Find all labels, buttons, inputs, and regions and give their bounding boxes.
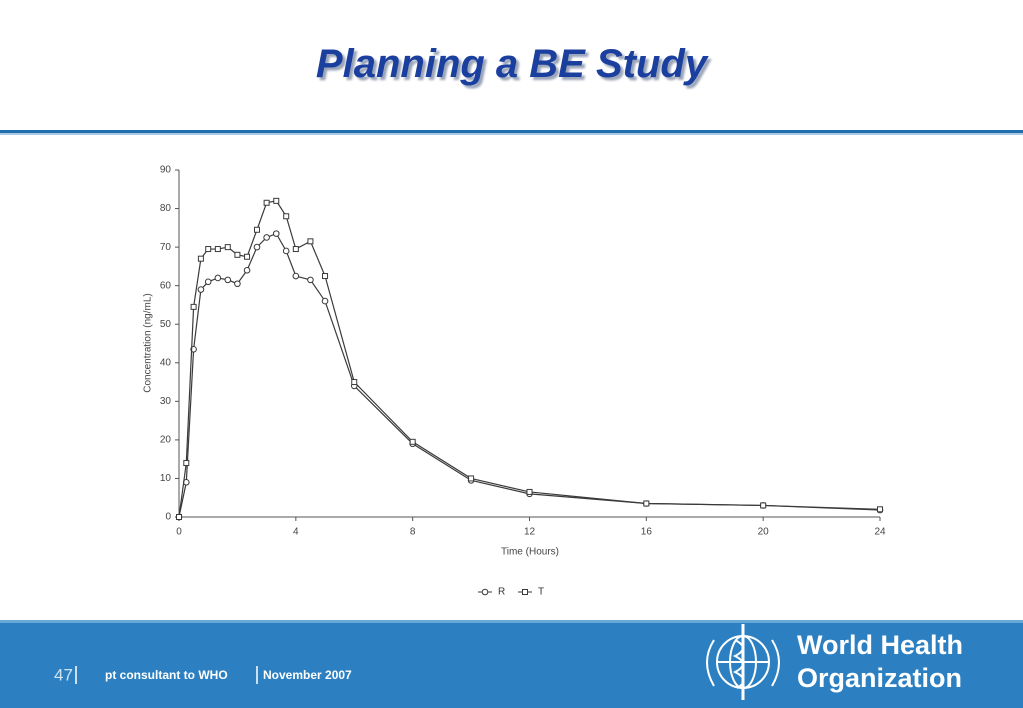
y-tick-label: 50 bbox=[160, 319, 172, 330]
data-point bbox=[244, 253, 251, 260]
y-tick-label: 0 bbox=[165, 512, 171, 523]
logo-text: World Health bbox=[797, 630, 963, 660]
data-point bbox=[307, 276, 314, 284]
data-point bbox=[176, 514, 182, 520]
data-point bbox=[760, 502, 767, 509]
data-point bbox=[253, 243, 261, 251]
data-point bbox=[224, 276, 232, 284]
data-point bbox=[526, 488, 533, 495]
x-tick-label: 20 bbox=[758, 527, 770, 538]
data-point bbox=[253, 226, 260, 233]
data-point bbox=[234, 251, 241, 258]
data-point bbox=[292, 272, 300, 280]
data-point bbox=[183, 460, 190, 467]
data-point bbox=[282, 247, 290, 255]
x-tick-label: 0 bbox=[176, 527, 182, 538]
x-tick-label: 4 bbox=[293, 527, 299, 538]
slide-title: Planning a BE Study bbox=[315, 42, 708, 86]
title-rule-light bbox=[0, 133, 1023, 135]
page-number: 47 bbox=[54, 665, 73, 684]
legend-marker bbox=[522, 589, 528, 595]
logo-text: Organization bbox=[797, 663, 962, 693]
data-point bbox=[190, 303, 197, 310]
data-point bbox=[214, 274, 222, 282]
data-point bbox=[204, 278, 212, 286]
footer-author: pt consultant to WHO bbox=[105, 668, 228, 682]
data-point bbox=[234, 280, 241, 288]
data-point bbox=[243, 266, 251, 274]
data-point bbox=[224, 244, 231, 251]
data-point bbox=[263, 234, 270, 241]
data-point bbox=[409, 438, 416, 445]
y-axis-label: Concentration (ng/mL) bbox=[143, 293, 154, 393]
legend-label: T bbox=[538, 587, 544, 598]
footer-band bbox=[0, 620, 1023, 708]
y-tick-label: 70 bbox=[160, 242, 172, 253]
y-tick-label: 40 bbox=[160, 357, 172, 368]
title-rule bbox=[0, 130, 1023, 133]
y-tick-label: 20 bbox=[160, 435, 172, 446]
data-point bbox=[321, 297, 329, 305]
x-tick-label: 12 bbox=[524, 527, 536, 538]
y-tick-label: 90 bbox=[160, 165, 172, 176]
data-point bbox=[214, 246, 221, 253]
legend-marker bbox=[481, 588, 489, 596]
data-point bbox=[351, 379, 358, 386]
data-point bbox=[292, 246, 299, 253]
y-tick-label: 30 bbox=[160, 396, 172, 407]
data-point bbox=[643, 500, 650, 507]
footer-edge bbox=[0, 620, 1023, 623]
series-line bbox=[178, 232, 881, 518]
y-tick-label: 60 bbox=[160, 280, 172, 291]
legend-label: R bbox=[498, 587, 505, 598]
data-point bbox=[272, 230, 280, 237]
y-tick-label: 80 bbox=[160, 203, 172, 214]
x-axis-label: Time (Hours) bbox=[501, 547, 559, 558]
x-tick-label: 16 bbox=[641, 527, 653, 538]
x-tick-label: 24 bbox=[874, 527, 886, 538]
data-point bbox=[322, 273, 329, 280]
x-tick-label: 8 bbox=[410, 527, 416, 538]
data-point bbox=[263, 199, 270, 206]
who-emblem bbox=[706, 624, 780, 700]
data-point bbox=[197, 286, 205, 293]
data-point bbox=[307, 238, 314, 245]
footer-date: November 2007 bbox=[263, 668, 352, 682]
data-point bbox=[273, 197, 280, 204]
data-point bbox=[468, 475, 475, 482]
data-point bbox=[205, 246, 212, 253]
data-point bbox=[197, 255, 204, 262]
y-tick-label: 10 bbox=[160, 473, 172, 484]
data-point bbox=[877, 506, 883, 513]
data-point bbox=[283, 213, 290, 220]
